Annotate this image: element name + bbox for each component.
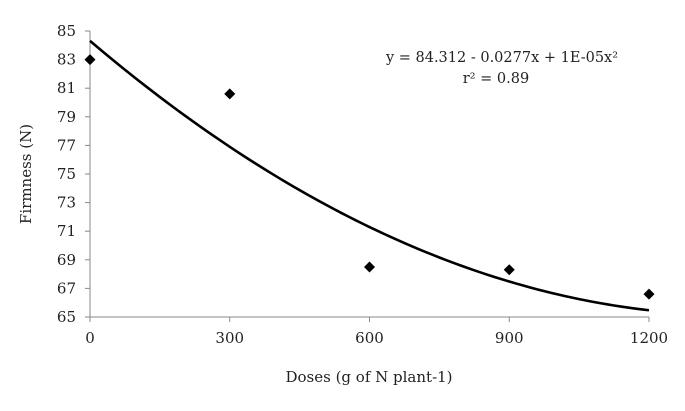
trendline <box>89 39 650 312</box>
data-point <box>224 88 236 100</box>
y-tick-labels: 65 67 69 71 73 75 77 79 81 83 85 <box>57 22 76 326</box>
y-axis-title: Firmness (N) <box>17 124 35 224</box>
y-tick-label: 79 <box>57 108 76 126</box>
y-tick-label: 67 <box>57 279 76 297</box>
y-tick-label: 83 <box>57 51 76 69</box>
y-tick-label: 69 <box>57 251 76 269</box>
axes <box>85 30 650 322</box>
y-tick-label: 85 <box>57 22 76 40</box>
x-tick-label: 600 <box>355 329 384 347</box>
trendline-r2: r² = 0.89 <box>463 71 529 87</box>
x-tick-label: 1200 <box>630 329 668 347</box>
data-point <box>643 288 655 300</box>
data-point <box>364 261 375 273</box>
trendline-equation: y = 84.312 - 0.0277x + 1E-05x² <box>385 50 618 66</box>
x-tick-label: 900 <box>495 329 524 347</box>
x-tick-label: 300 <box>215 329 244 347</box>
y-tick-label: 75 <box>57 165 76 183</box>
data-point <box>503 264 515 276</box>
y-tick-label: 77 <box>57 136 76 154</box>
data-point <box>84 54 96 66</box>
y-tick-label: 71 <box>57 222 76 240</box>
x-axis-title: Doses (g of N plant-1) <box>285 368 452 386</box>
x-tick-label: 0 <box>85 329 95 347</box>
y-tick-label: 81 <box>57 79 76 97</box>
y-tick-label: 65 <box>57 308 76 326</box>
data-points <box>84 54 655 300</box>
y-tick-label: 73 <box>57 194 76 212</box>
x-tick-labels: 0 300 600 900 1200 <box>85 329 668 347</box>
